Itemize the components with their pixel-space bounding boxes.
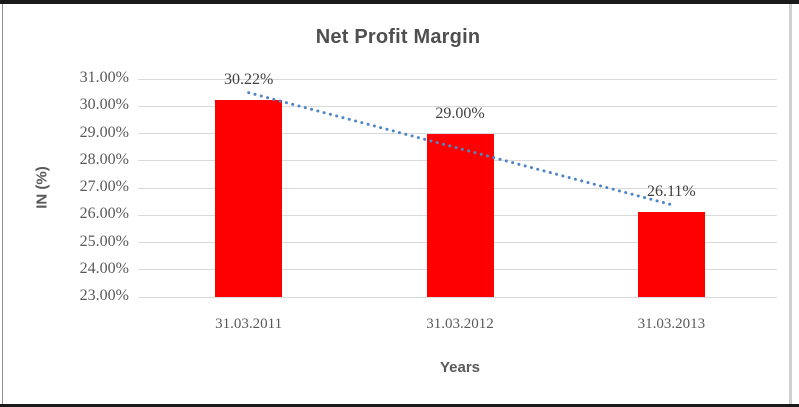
y-tick-label: 25.00% (79, 232, 129, 250)
y-tick-label: 30.00% (79, 96, 129, 114)
x-tick-label: 31.03.2013 (637, 316, 706, 332)
frame-border-left (2, 4, 3, 404)
x-tick-label: 31.03.2011 (215, 316, 283, 332)
x-tick-label: 31.03.2012 (426, 316, 494, 332)
y-tick-label: 29.00% (79, 123, 129, 141)
data-label: 29.00% (435, 104, 485, 122)
gridline (138, 296, 777, 298)
data-label: 26.11% (646, 183, 696, 201)
y-tick-label: 27.00% (79, 178, 129, 195)
frame-border-bottom (0, 404, 799, 407)
data-label: 30.22% (223, 71, 274, 89)
x-axis-title: Years (439, 359, 481, 376)
frame-border-right (789, 4, 792, 404)
y-tick-label: 28.00% (79, 150, 129, 168)
y-tick-label: 23.00% (79, 287, 129, 304)
chart-title: Net Profit Margin (315, 26, 481, 48)
bar (426, 133, 494, 297)
bar (637, 212, 705, 297)
y-tick-label: 26.00% (79, 205, 129, 223)
gridline (138, 78, 777, 80)
bar (215, 100, 283, 297)
frame-border-top (0, 0, 799, 4)
y-tick-label: 24.00% (79, 259, 129, 277)
y-tick-label: 31.00% (79, 69, 129, 86)
